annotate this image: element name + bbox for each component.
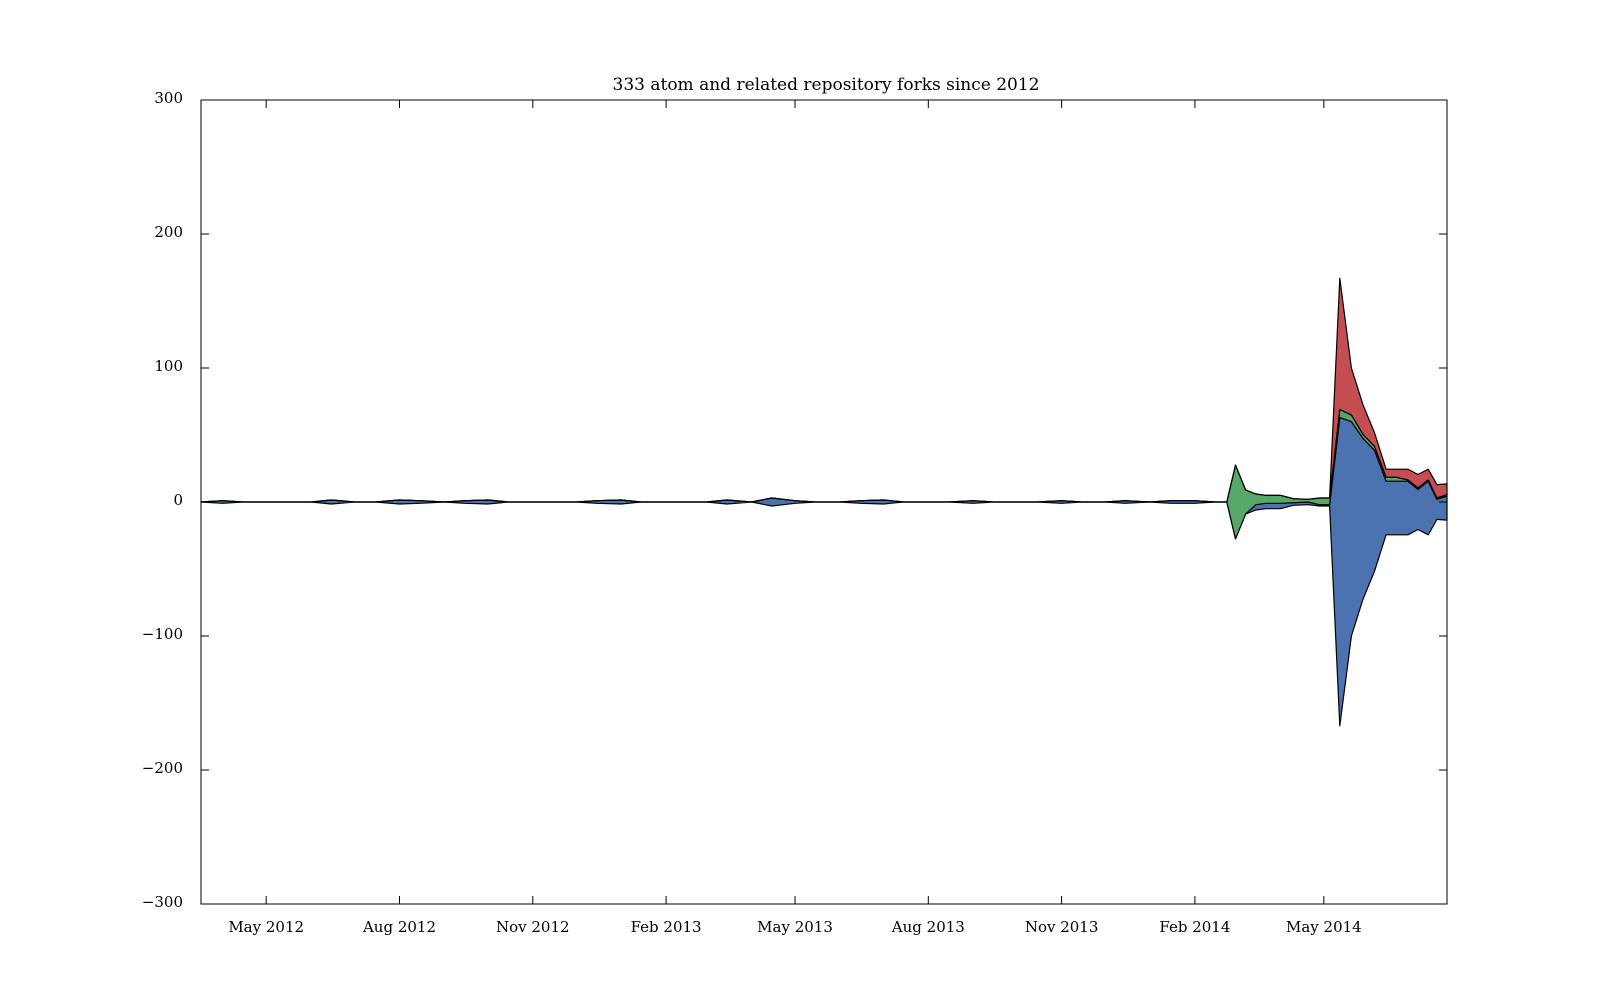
chart-title: 333 atom and related repository forks si… [613,75,1040,95]
y-tick-label: 100 [154,357,183,375]
stream-layer-2 [200,408,1448,540]
y-tick-label: 0 [173,491,183,509]
x-tick-label: May 2014 [1286,918,1362,936]
y-tick-label: −100 [142,625,183,643]
y-axis: 300 200 100 0 −100 −200 −300 [142,89,1447,911]
y-tick-label: 300 [154,89,183,107]
stream-areas [200,277,1448,727]
x-tick-label: Nov 2013 [1025,918,1099,936]
stream-layer-1 [200,417,1448,727]
y-tick-label: −200 [142,759,183,777]
x-tick-label: Aug 2012 [362,918,436,936]
y-tick-label: 200 [154,223,183,241]
x-tick-label: May 2013 [757,918,833,936]
x-tick-label: Feb 2014 [1159,918,1230,936]
y-tick-label: −300 [142,893,183,911]
x-tick-label: Feb 2013 [631,918,702,936]
stream-layer-3 [200,277,1448,503]
x-tick-label: Nov 2012 [496,918,570,936]
x-tick-label: Aug 2013 [891,918,965,936]
x-tick-label: May 2012 [228,918,304,936]
x-axis: May 2012 Aug 2012 Nov 2012 Feb 2013 May 2013… [228,100,1362,936]
